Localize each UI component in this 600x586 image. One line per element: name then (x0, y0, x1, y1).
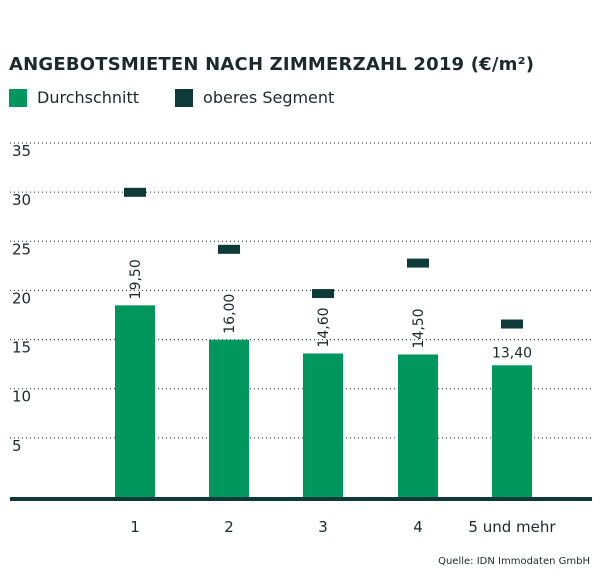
x-tick-label-4: 4 (413, 518, 423, 536)
x-tick-label-3: 3 (318, 518, 328, 536)
bar-durchschnitt-2 (209, 339, 249, 497)
x-tick-label-2: 2 (224, 518, 234, 536)
y-tick-label-20: 20 (12, 289, 31, 307)
marker-oberes-segment-5-und-mehr (501, 319, 523, 329)
y-tick-label-30: 30 (12, 191, 31, 209)
bar-durchschnitt-1 (115, 305, 155, 497)
x-axis-baseline (10, 497, 592, 501)
marker-oberes-segment-2 (218, 244, 240, 254)
marker-oberes-segment-3 (312, 289, 334, 299)
y-tick-label-10: 10 (12, 388, 31, 406)
bar-value-label-3: 14,60 (316, 307, 332, 347)
y-tick-label-25: 25 (12, 240, 31, 258)
legend-item-oberes-segment: oberes Segment (175, 88, 334, 107)
bar-durchschnitt-5-und-mehr (492, 365, 532, 497)
marker-oberes-segment-1 (124, 187, 146, 197)
legend-label-durchschnitt: Durchschnitt (37, 88, 140, 107)
legend: Durchschnitt oberes Segment (9, 88, 370, 107)
legend-item-durchschnitt: Durchschnitt (9, 88, 139, 107)
bar-value-label-1: 19,50 (128, 259, 144, 299)
legend-swatch-oberes-segment (175, 88, 194, 107)
source-note: Quelle: IDN Immodaten GmbH (438, 556, 590, 567)
bar-durchschnitt-3 (303, 353, 343, 497)
marker-oberes-segment-4 (407, 258, 429, 268)
bar-value-label-5-und-mehr: 13,40 (492, 345, 532, 361)
y-tick-label-15: 15 (12, 339, 31, 357)
legend-swatch-durchschnitt (9, 88, 27, 107)
bar-durchschnitt-4 (398, 354, 438, 497)
y-tick-label-35: 35 (12, 142, 31, 160)
chart-title: ANGEBOTSMIETEN NACH ZIMMERZAHL 2019 (€/m… (9, 54, 535, 75)
bar-value-label-4: 14,50 (411, 308, 427, 348)
x-tick-label-1: 1 (130, 518, 140, 536)
legend-label-oberes-segment: oberes Segment (203, 88, 335, 107)
y-tick-label-5: 5 (12, 437, 22, 455)
bar-value-label-2: 16,00 (222, 294, 238, 334)
x-tick-label-5-und-mehr: 5 und mehr (468, 518, 556, 536)
